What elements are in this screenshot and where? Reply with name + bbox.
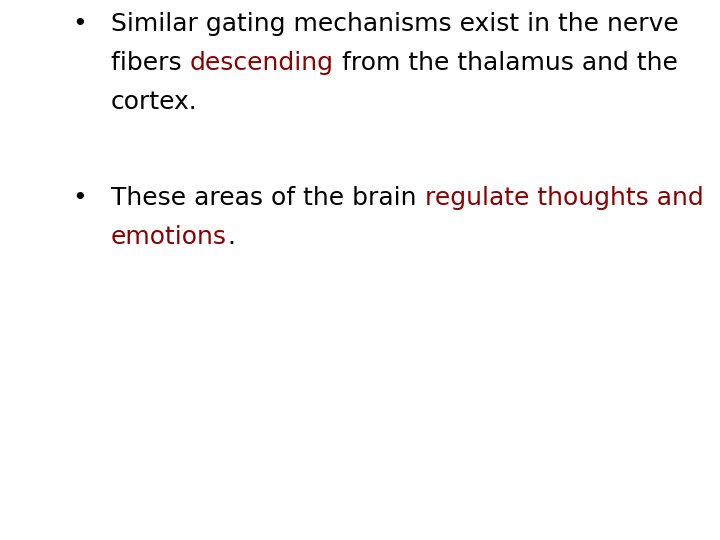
Text: regulate thoughts and: regulate thoughts and bbox=[425, 186, 703, 210]
Text: descending: descending bbox=[190, 51, 334, 75]
Text: emotions: emotions bbox=[111, 225, 227, 249]
Text: from the thalamus and the: from the thalamus and the bbox=[334, 51, 678, 75]
Text: •: • bbox=[72, 12, 87, 36]
Text: These areas of the brain: These areas of the brain bbox=[111, 186, 425, 210]
Text: •: • bbox=[72, 186, 87, 210]
Text: fibers: fibers bbox=[111, 51, 190, 75]
Text: .: . bbox=[227, 225, 235, 249]
Text: Similar gating mechanisms exist in the nerve: Similar gating mechanisms exist in the n… bbox=[111, 12, 679, 36]
Text: cortex.: cortex. bbox=[111, 90, 198, 114]
